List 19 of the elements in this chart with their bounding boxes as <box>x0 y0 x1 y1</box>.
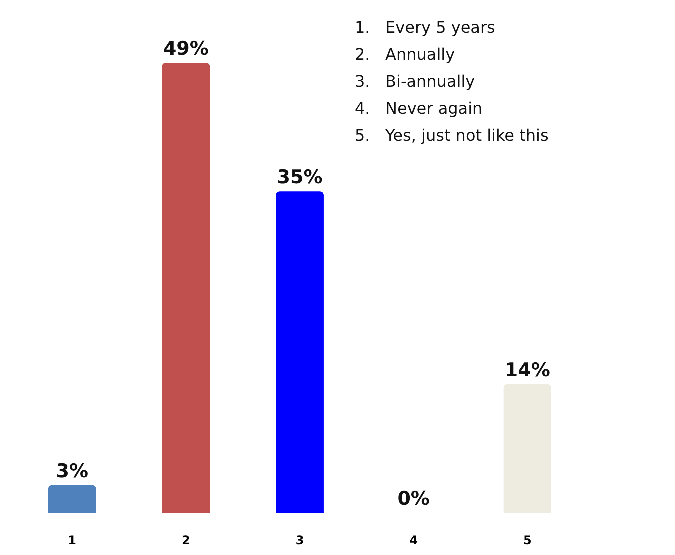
x-tick-label: 3 <box>296 534 304 548</box>
annotation: 4. Never again <box>355 98 484 120</box>
annotation: 2. Annually <box>355 44 456 66</box>
data-label: 35% <box>277 166 323 189</box>
data-label: 3% <box>56 460 88 482</box>
bar <box>48 485 96 513</box>
x-tick-label: 2 <box>182 534 190 548</box>
bar <box>162 63 210 513</box>
x-tick-label: 1 <box>68 534 77 548</box>
bar <box>276 192 324 513</box>
data-label: 49% <box>163 38 209 60</box>
bar <box>504 384 552 513</box>
annotation: 5. Yes, just not like this <box>355 125 549 147</box>
data-label: 14% <box>504 359 550 382</box>
text: 1. Every 5 years <box>355 17 496 39</box>
annotation: 3. Bi-annually <box>355 71 476 93</box>
x-tick-label: 4 <box>410 534 418 548</box>
x-tick-label: 5 <box>523 534 532 548</box>
data-label: 0% <box>398 488 430 510</box>
